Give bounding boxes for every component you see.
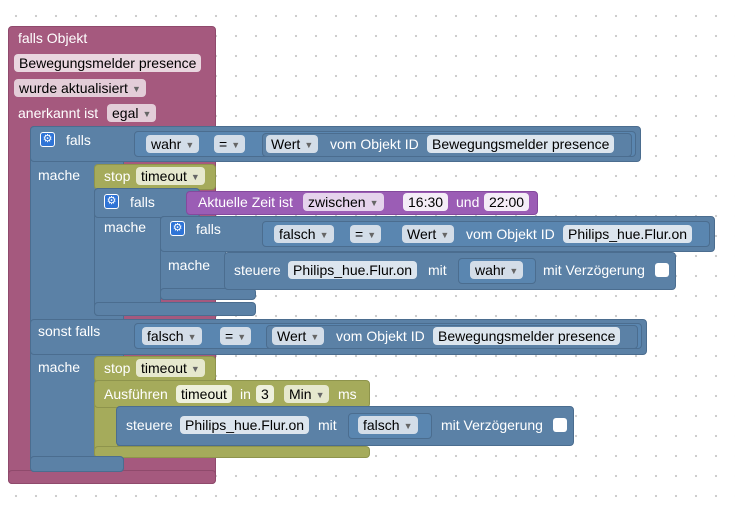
chevron-down-icon: ▼ bbox=[369, 198, 379, 208]
chevron-down-icon: ▼ bbox=[190, 172, 200, 182]
if3-falls-label: falls bbox=[196, 221, 221, 237]
gear-icon[interactable]: ⚙ bbox=[170, 221, 185, 236]
if1-cond1-value-dropdown[interactable]: wahr ▼ bbox=[146, 135, 200, 153]
if3-bottom bbox=[160, 288, 256, 300]
if1-cond1-op-dropdown[interactable]: = ▼ bbox=[214, 135, 246, 153]
timeout-label: Ausführen bbox=[104, 386, 168, 402]
if1-mache2-label: mache bbox=[38, 359, 81, 375]
timeout-in-label: in bbox=[240, 386, 251, 402]
if3-value: falsch bbox=[279, 226, 316, 242]
stop2-name: timeout bbox=[141, 360, 187, 376]
chevron-down-icon: ▼ bbox=[187, 332, 197, 342]
chevron-down-icon: ▼ bbox=[319, 230, 329, 240]
chevron-down-icon: ▼ bbox=[142, 109, 152, 119]
if2-falls-label: falls bbox=[130, 194, 155, 210]
time-to-field[interactable]: 22:00 bbox=[484, 193, 530, 211]
control1-value-dropdown[interactable]: wahr ▼ bbox=[470, 261, 524, 279]
stop2-dropdown[interactable]: timeout ▼ bbox=[136, 359, 205, 377]
if1-cond2-value-dropdown[interactable]: falsch ▼ bbox=[142, 327, 202, 345]
chevron-down-icon: ▼ bbox=[185, 140, 195, 150]
if3-op: = bbox=[355, 226, 364, 242]
control2-steuere: steuere bbox=[126, 417, 173, 433]
control1-value: wahr bbox=[475, 262, 506, 278]
if1-cond1-value: wahr bbox=[151, 136, 182, 152]
chevron-down-icon: ▼ bbox=[304, 140, 314, 150]
if3-prop-dropdown[interactable]: Wert ▼ bbox=[402, 225, 455, 243]
if1-falls-label: falls bbox=[66, 132, 91, 148]
control1-object-field[interactable]: Philips_hue.Flur.on bbox=[288, 261, 418, 279]
control1-delay-checkbox[interactable] bbox=[655, 263, 669, 277]
trigger-title: falls Objekt bbox=[18, 30, 88, 46]
timeout-unit: Min bbox=[289, 386, 312, 402]
if1-sonst-falls-label: sonst falls bbox=[38, 323, 101, 339]
trigger-object-field[interactable]: Bewegungsmelder presence bbox=[14, 54, 202, 72]
control2-value-dropdown[interactable]: falsch ▼ bbox=[358, 416, 418, 434]
control1-delay-label: mit Verzögerung bbox=[543, 262, 645, 278]
time-label: Aktuelle Zeit ist bbox=[198, 194, 293, 210]
chevron-down-icon: ▼ bbox=[367, 230, 377, 240]
chevron-down-icon: ▼ bbox=[190, 364, 200, 374]
if1-cond2-op: = bbox=[225, 328, 234, 344]
chevron-down-icon: ▼ bbox=[509, 266, 519, 276]
gear-icon[interactable]: ⚙ bbox=[40, 132, 55, 147]
if1-cond1-of-label: vom Objekt ID bbox=[330, 136, 419, 152]
timeout-ms-label: ms bbox=[338, 386, 357, 402]
control2-delay-checkbox[interactable] bbox=[553, 418, 567, 432]
stop1-label: stop bbox=[104, 168, 131, 184]
time-mode: zwischen bbox=[308, 194, 366, 210]
time-from-field[interactable]: 16:30 bbox=[403, 193, 449, 211]
if1-bottom bbox=[30, 456, 124, 472]
control2-object-field[interactable]: Philips_hue.Flur.on bbox=[180, 416, 310, 434]
if3-prop: Wert bbox=[407, 226, 437, 242]
if1-cond2-value: falsch bbox=[147, 328, 184, 344]
chevron-down-icon: ▼ bbox=[315, 390, 325, 400]
if3-op-dropdown[interactable]: = ▼ bbox=[350, 225, 382, 243]
if1-cond2-of-label: vom Objekt ID bbox=[336, 328, 425, 344]
if1-cond1-object-field[interactable]: Bewegungsmelder presence bbox=[427, 135, 615, 153]
if3-of-label: vom Objekt ID bbox=[466, 226, 555, 242]
if1-mache-label: mache bbox=[38, 167, 81, 183]
stop2-label: stop bbox=[104, 360, 131, 376]
if1-cond1-prop: Wert bbox=[271, 136, 301, 152]
chevron-down-icon: ▼ bbox=[237, 332, 247, 342]
control1-steuere: steuere bbox=[234, 262, 281, 278]
if3-object-field[interactable]: Philips_hue.Flur.on bbox=[563, 225, 693, 243]
control2-mit: mit bbox=[318, 417, 337, 433]
trigger-ack-dropdown[interactable]: egal ▼ bbox=[107, 104, 157, 122]
control2-value: falsch bbox=[363, 417, 400, 433]
if3-mache-label: mache bbox=[168, 257, 211, 273]
chevron-down-icon: ▼ bbox=[440, 230, 450, 240]
if1-cond1-prop-dropdown[interactable]: Wert ▼ bbox=[266, 135, 319, 153]
control2-delay-label: mit Verzögerung bbox=[441, 417, 543, 433]
chevron-down-icon: ▼ bbox=[403, 421, 413, 431]
time-mode-dropdown[interactable]: zwischen ▼ bbox=[303, 193, 384, 211]
if1-cond2-op-dropdown[interactable]: = ▼ bbox=[220, 327, 252, 345]
timeout-unit-dropdown[interactable]: Min ▼ bbox=[284, 385, 330, 403]
if2-mache-label: mache bbox=[104, 219, 147, 235]
stop1-dropdown[interactable]: timeout ▼ bbox=[136, 167, 205, 185]
if1-cond1-op: = bbox=[219, 136, 228, 152]
if2-bottom bbox=[94, 302, 256, 316]
trigger-ack-label: anerkannt ist bbox=[18, 105, 99, 121]
trigger-bottom bbox=[8, 470, 216, 484]
stop1-name: timeout bbox=[141, 168, 187, 184]
chevron-down-icon: ▼ bbox=[310, 332, 320, 342]
if3-value-dropdown[interactable]: falsch ▼ bbox=[274, 225, 334, 243]
timeout-count-field[interactable]: 3 bbox=[256, 385, 274, 403]
timeout-name-field[interactable]: timeout bbox=[176, 385, 232, 403]
chevron-down-icon: ▼ bbox=[231, 140, 241, 150]
control1-mit: mit bbox=[428, 262, 447, 278]
if2-cond-row bbox=[94, 188, 200, 218]
trigger-event-label: wurde aktualisiert bbox=[19, 80, 128, 96]
if1-cond2-prop: Wert bbox=[277, 328, 307, 344]
gear-icon[interactable]: ⚙ bbox=[104, 194, 119, 209]
time-and-label: und bbox=[456, 194, 480, 210]
chevron-down-icon: ▼ bbox=[131, 84, 141, 94]
if1-cond2-object-field[interactable]: Bewegungsmelder presence bbox=[433, 327, 621, 345]
if1-cond2-prop-dropdown[interactable]: Wert ▼ bbox=[272, 327, 325, 345]
trigger-ack-value: egal bbox=[112, 105, 139, 121]
timeout-bottom bbox=[94, 446, 370, 458]
trigger-event-dropdown[interactable]: wurde aktualisiert ▼ bbox=[14, 79, 146, 97]
